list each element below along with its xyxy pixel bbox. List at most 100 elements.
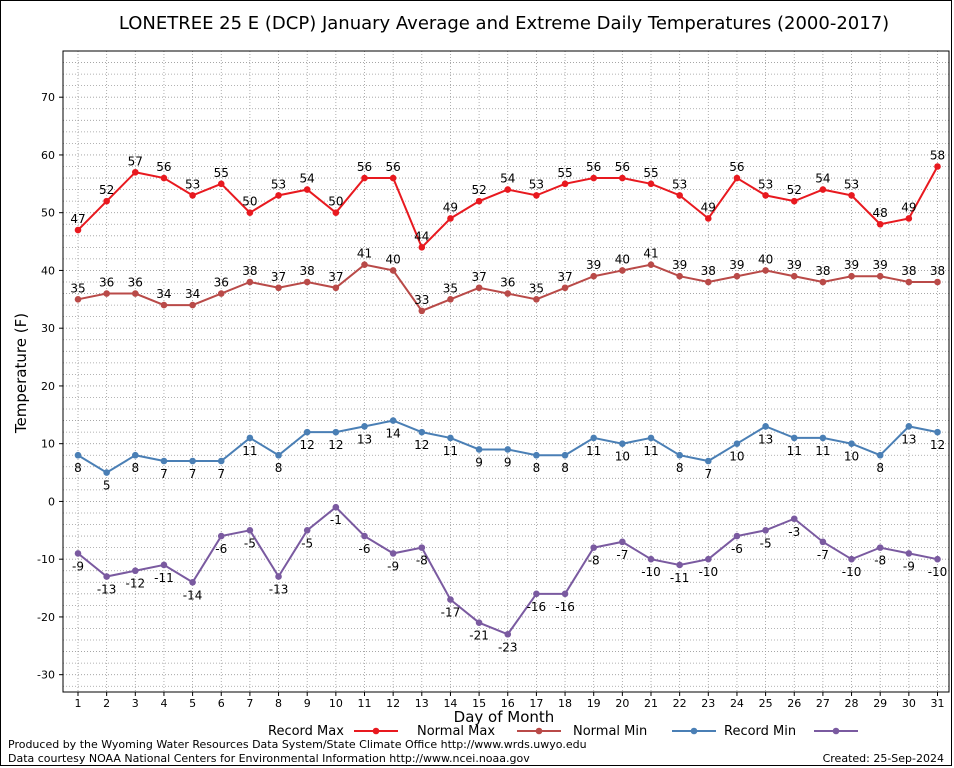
normal-min-point bbox=[733, 440, 741, 447]
normal-max-data-label: 39 bbox=[729, 258, 744, 272]
normal-max-point bbox=[132, 290, 139, 297]
record-min-data-label: -16 bbox=[555, 600, 575, 614]
record-max-point bbox=[361, 174, 368, 182]
x-tick-label: 6 bbox=[218, 697, 225, 710]
record-min-point bbox=[790, 515, 798, 523]
record-min-data-label: -6 bbox=[215, 542, 227, 556]
y-tick-label: 50 bbox=[41, 207, 55, 220]
x-tick-label: 25 bbox=[759, 697, 773, 710]
record-min-data-label: -3 bbox=[788, 525, 800, 539]
normal-min-point bbox=[189, 457, 196, 465]
normal-max-data-label: 33 bbox=[414, 293, 429, 307]
normal-max-point bbox=[905, 278, 913, 286]
record-max-data-label: 52 bbox=[471, 183, 486, 197]
normal-min-point bbox=[590, 434, 597, 442]
normal-min-data-label: 13 bbox=[758, 432, 773, 446]
plot-area bbox=[62, 50, 950, 693]
record-max-data-label: 53 bbox=[185, 177, 200, 191]
normal-max-data-label: 36 bbox=[500, 276, 515, 290]
normal-max-data-label: 34 bbox=[185, 287, 200, 301]
x-tick-label: 11 bbox=[358, 697, 372, 710]
normal-max-point bbox=[762, 267, 769, 274]
record-max-data-label: 50 bbox=[328, 195, 343, 209]
normal-min-data-label: 8 bbox=[74, 461, 82, 475]
normal-min-data-label: 12 bbox=[930, 438, 945, 452]
x-tick-label: 29 bbox=[873, 697, 887, 710]
record-max-data-label: 54 bbox=[500, 172, 515, 186]
normal-max-point bbox=[705, 278, 712, 286]
x-axis-label: Day of Month bbox=[454, 708, 555, 726]
normal-min-point bbox=[332, 428, 340, 436]
x-tick-label: 7 bbox=[246, 697, 253, 710]
normal-max-data-label: 41 bbox=[357, 247, 372, 261]
record-min-data-label: -9 bbox=[903, 559, 915, 573]
normal-max-data-label: 38 bbox=[815, 264, 830, 278]
record-max-point bbox=[733, 174, 741, 182]
record-max-data-label: 56 bbox=[729, 160, 744, 174]
record-max-data-label: 56 bbox=[156, 160, 171, 174]
normal-max-point bbox=[590, 272, 597, 280]
record-max-data-label: 55 bbox=[214, 166, 229, 180]
normal-max-point bbox=[475, 284, 483, 292]
record-min-point bbox=[619, 538, 626, 546]
x-tick-label: 19 bbox=[587, 697, 601, 710]
x-tick-label: 14 bbox=[443, 697, 457, 710]
normal-min-point bbox=[418, 428, 426, 436]
normal-min-point bbox=[647, 434, 655, 442]
record-max-point bbox=[332, 209, 340, 216]
x-tick-label: 3 bbox=[132, 697, 139, 710]
record-max-data-label: 53 bbox=[844, 177, 859, 191]
record-min-point bbox=[705, 555, 712, 563]
record-max-point bbox=[447, 215, 454, 222]
legend: Record Max Normal Max Normal Min Record Min bbox=[268, 724, 858, 739]
record-max-data-label: 53 bbox=[529, 177, 544, 191]
normal-min-point bbox=[275, 451, 282, 459]
record-min-point bbox=[561, 590, 569, 598]
record-max-point bbox=[389, 174, 397, 182]
x-tick-label: 23 bbox=[701, 697, 715, 710]
record-max-legend-marker bbox=[372, 727, 380, 735]
record-max-data-label: 54 bbox=[300, 172, 315, 186]
x-tick-label: 21 bbox=[644, 697, 658, 710]
record-max-point bbox=[275, 192, 282, 199]
grid-layer bbox=[63, 50, 949, 692]
normal-min-data-label: 14 bbox=[386, 427, 401, 441]
record-min-data-label: -9 bbox=[387, 559, 399, 573]
normal-min-legend-label: Normal Min bbox=[573, 724, 647, 739]
normal-min-data-label: 7 bbox=[217, 467, 225, 481]
record-min-point bbox=[303, 527, 311, 534]
normal-max-point bbox=[647, 261, 655, 268]
record-max-point bbox=[619, 174, 626, 182]
normal-max-data-label: 37 bbox=[557, 270, 572, 284]
record-max-point bbox=[246, 209, 254, 216]
record-min-point bbox=[647, 555, 655, 563]
y-tick-label: 60 bbox=[41, 149, 55, 162]
record-min-point bbox=[246, 527, 254, 534]
record-min-point bbox=[905, 550, 913, 557]
record-max-point bbox=[819, 186, 827, 193]
y-tick-label: 10 bbox=[41, 438, 55, 451]
normal-max-data-label: 40 bbox=[386, 252, 401, 266]
record-max-data-label: 49 bbox=[901, 200, 916, 214]
x-tick-label: 28 bbox=[845, 697, 859, 710]
normal-max-point bbox=[275, 284, 282, 292]
normal-max-data-label: 39 bbox=[672, 258, 687, 272]
normal-min-legend-marker bbox=[690, 727, 698, 735]
normal-min-point bbox=[676, 451, 683, 459]
record-max-data-label: 56 bbox=[357, 160, 372, 174]
normal-min-point bbox=[447, 434, 454, 442]
normal-max-point bbox=[389, 267, 397, 274]
record-max-point bbox=[561, 180, 569, 188]
normal-max-data-label: 37 bbox=[271, 270, 286, 284]
x-tick-label: 17 bbox=[529, 697, 543, 710]
record-max-data-label: 54 bbox=[815, 172, 830, 186]
y-tick-label: -20 bbox=[37, 611, 55, 624]
normal-min-data-label: 12 bbox=[414, 438, 429, 452]
record-max-data-label: 56 bbox=[586, 160, 601, 174]
normal-max-data-label: 39 bbox=[844, 258, 859, 272]
normal-min-data-label: 11 bbox=[443, 444, 458, 458]
record-min-point bbox=[762, 527, 769, 534]
normal-min-point bbox=[74, 451, 82, 459]
record-max-point bbox=[676, 192, 683, 199]
